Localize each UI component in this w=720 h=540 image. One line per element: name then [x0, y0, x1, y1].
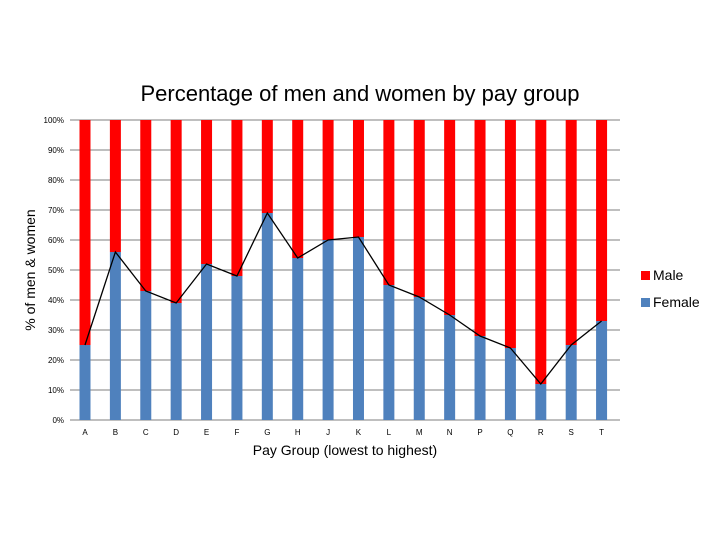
- bar-male-Q: [504, 120, 516, 348]
- bar-female-L: [383, 285, 395, 420]
- x-tick-label-T: T: [599, 428, 604, 437]
- x-tick-label-C: C: [143, 428, 149, 437]
- x-tick-label-A: A: [82, 428, 88, 437]
- bar-female-R: [535, 384, 547, 420]
- bar-male-A: [79, 120, 91, 345]
- x-tick-label-Q: Q: [507, 428, 513, 437]
- y-tick-label: 90%: [48, 146, 64, 155]
- x-tick-label-D: D: [173, 428, 179, 437]
- bar-male-J: [322, 120, 334, 240]
- x-tick-label-E: E: [204, 428, 209, 437]
- gridlines: [70, 119, 620, 421]
- legend: Male Female: [641, 267, 700, 310]
- bar-female-B: [109, 252, 121, 420]
- bar-female-P: [474, 336, 486, 420]
- y-tick-label: 50%: [48, 266, 64, 275]
- x-tick-label-P: P: [477, 428, 482, 437]
- chart-title: Percentage of men and women by pay group: [140, 81, 579, 106]
- x-tick-label-H: H: [295, 428, 301, 437]
- x-tick-label-L: L: [387, 428, 392, 437]
- bar-female-E: [201, 264, 213, 420]
- bars: [79, 120, 608, 420]
- bar-female-C: [140, 291, 152, 420]
- bar-male-D: [170, 120, 182, 303]
- bar-male-F: [231, 120, 243, 276]
- bar-male-P: [474, 120, 486, 336]
- bar-female-M: [413, 297, 425, 420]
- trend-line: [84, 211, 602, 386]
- legend-label-female: Female: [653, 294, 700, 310]
- x-tick-label-J: J: [326, 428, 330, 437]
- bar-female-A: [79, 345, 91, 420]
- x-tick-label-F: F: [234, 428, 239, 437]
- y-tick-label: 0%: [52, 416, 64, 425]
- y-tick-label: 100%: [44, 116, 64, 125]
- bar-male-R: [535, 120, 547, 384]
- x-tick-label-M: M: [416, 428, 423, 437]
- bar-male-E: [201, 120, 213, 264]
- bar-female-D: [170, 303, 182, 420]
- bar-male-S: [565, 120, 577, 345]
- bar-male-C: [140, 120, 152, 291]
- y-tick-labels: 0% 10% 20% 30% 40% 50% 60% 70% 80% 90% 100%: [44, 116, 64, 425]
- y-axis-label: % of men & women: [22, 209, 38, 330]
- y-tick-label: 80%: [48, 176, 64, 185]
- y-tick-label: 20%: [48, 356, 64, 365]
- y-tick-label: 70%: [48, 206, 64, 215]
- bar-male-H: [292, 120, 304, 258]
- bar-female-T: [596, 321, 608, 420]
- bar-male-L: [383, 120, 395, 285]
- legend-swatch-female: [641, 298, 650, 307]
- bar-female-K: [352, 237, 364, 420]
- x-tick-label-N: N: [447, 428, 453, 437]
- bar-male-B: [109, 120, 121, 252]
- bar-male-T: [596, 120, 608, 321]
- x-axis-label: Pay Group (lowest to highest): [253, 442, 437, 458]
- bar-female-J: [322, 240, 334, 420]
- bar-female-N: [444, 315, 456, 420]
- bar-male-K: [352, 120, 364, 237]
- bar-female-G: [261, 213, 273, 420]
- bar-male-M: [413, 120, 425, 297]
- x-tick-label-G: G: [264, 428, 270, 437]
- trend-line-group: [84, 211, 602, 386]
- bar-male-N: [444, 120, 456, 315]
- bar-female-S: [565, 345, 577, 420]
- x-tick-label-K: K: [356, 428, 362, 437]
- x-tick-label-B: B: [113, 428, 118, 437]
- bar-female-H: [292, 258, 304, 420]
- legend-label-male: Male: [653, 267, 684, 283]
- bar-female-Q: [504, 348, 516, 420]
- y-tick-label: 10%: [48, 386, 64, 395]
- y-tick-label: 60%: [48, 236, 64, 245]
- bar-male-G: [261, 120, 273, 213]
- x-tick-label-R: R: [538, 428, 544, 437]
- x-tick-label-S: S: [569, 428, 574, 437]
- bar-female-F: [231, 276, 243, 420]
- y-tick-label: 30%: [48, 326, 64, 335]
- legend-swatch-male: [641, 271, 650, 280]
- y-tick-label: 40%: [48, 296, 64, 305]
